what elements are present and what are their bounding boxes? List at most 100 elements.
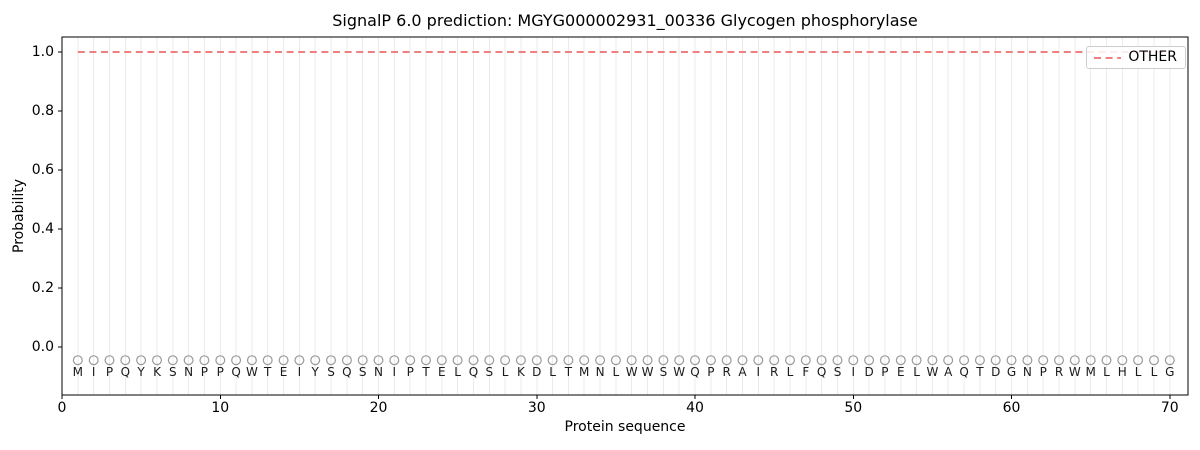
y-tick-label: 0.8 [31,103,54,120]
residue-marker [721,355,732,366]
residue-marker [753,355,764,366]
residue-marker [199,355,210,366]
residue-letter: L [502,365,509,379]
residue-letter: E [438,365,446,379]
residue-marker [72,355,83,366]
y-tick-label: 0.6 [31,161,54,178]
residue-letter: W [673,365,685,379]
residue-letter: S [169,365,177,379]
residue-letter: P [201,365,208,379]
legend-label-other: OTHER [1128,49,1177,65]
x-axis-label: Protein sequence [564,419,686,435]
residue-letter: W [626,365,638,379]
residue-letter: Y [136,365,145,379]
residue-letter: P [106,365,113,379]
residue-letter: M [73,365,83,379]
residue-marker [468,355,479,366]
residue-marker [642,355,653,366]
residue-letter: G [1007,365,1016,379]
residue-marker [262,355,273,366]
residue-letter: W [246,365,258,379]
residue-marker [579,355,590,366]
residue-letter: R [770,365,778,379]
legend: OTHER [1086,46,1186,69]
residue-letter: D [532,365,541,379]
residue-letter: P [217,365,224,379]
residue-marker [484,355,495,366]
residue-marker [784,355,795,366]
residue-marker [705,355,716,366]
x-tick-label: 70 [1160,400,1179,416]
residue-letter: Y [311,365,320,379]
residue-marker [879,355,890,366]
x-tick-label: 10 [211,400,230,416]
residue-marker [104,355,115,366]
residue-marker [389,355,400,366]
x-tick-label: 0 [57,400,67,416]
residue-letter: Q [959,365,968,379]
residue-letter: L [1135,365,1142,379]
residue-letter: P [407,365,414,379]
residue-marker [120,355,131,366]
residue-letter: Q [690,365,699,379]
residue-letter: A [944,365,953,379]
y-tick-label: 0.0 [31,338,54,355]
residue-letter: R [723,365,731,379]
residue-letter: K [517,365,526,379]
residue-marker [231,355,242,366]
residue-marker [658,355,669,366]
residue-letter: Q [469,365,478,379]
residue-letter: S [834,365,842,379]
residue-marker [943,355,954,366]
residue-letter: N [184,365,193,379]
residue-letter: G [1165,365,1174,379]
residue-marker [832,355,843,366]
residue-marker [674,355,685,366]
residue-letter: S [359,365,367,379]
residue-marker [1085,355,1096,366]
residue-letter: F [802,365,809,379]
residue-letter: L [913,365,920,379]
residue-marker [167,355,178,366]
chart-title: SignalP 6.0 prediction: MGYG000002931_00… [332,11,918,30]
residue-marker [1101,355,1112,366]
residue-marker [373,355,384,366]
residue-letter: N [596,365,605,379]
residue-letter: E [280,365,288,379]
residue-letter: W [642,365,654,379]
x-tick-label: 60 [1002,400,1021,416]
residue-letter: I [298,365,302,379]
y-axis-label: Probability [11,178,27,254]
residue-marker [1164,355,1175,366]
residue-marker [515,355,526,366]
residue-marker [626,355,637,366]
residue-letter: P [707,365,714,379]
y-tick-label: 0.2 [31,279,54,296]
residue-letter: L [549,365,556,379]
residue-marker [500,355,511,366]
residue-letter: T [564,365,573,379]
residue-marker [800,355,811,366]
residue-letter: Q [342,365,351,379]
residue-marker [421,355,432,366]
residue-marker [88,355,99,366]
residue-marker [136,355,147,366]
plot-border [61,36,1189,396]
residue-marker [1053,355,1064,366]
residue-letter: N [1023,365,1032,379]
residue-letter: W [1069,365,1081,379]
residue-marker [1133,355,1144,366]
residue-marker [547,355,558,366]
residue-marker [990,355,1001,366]
residue-marker [895,355,906,366]
residue-marker [689,355,700,366]
residue-letter: Q [817,365,826,379]
residue-marker [341,355,352,366]
residue-marker [357,355,368,366]
residue-letter: L [1151,365,1158,379]
residue-letter: Q [231,365,240,379]
residue-marker [531,355,542,366]
residue-letter: W [926,365,938,379]
